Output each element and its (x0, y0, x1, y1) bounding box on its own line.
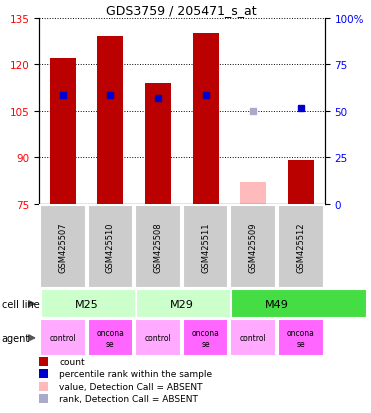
FancyBboxPatch shape (40, 205, 86, 288)
Text: oncona
se: oncona se (96, 328, 124, 348)
FancyBboxPatch shape (231, 290, 367, 318)
Text: M49: M49 (265, 299, 289, 309)
FancyBboxPatch shape (88, 320, 133, 356)
Text: GSM425511: GSM425511 (201, 222, 210, 272)
Text: GSM425512: GSM425512 (296, 222, 305, 272)
FancyBboxPatch shape (183, 320, 229, 356)
Bar (193, 34, 219, 204)
Bar (240, 183, 266, 204)
Bar (50, 59, 76, 204)
Text: value, Detection Call = ABSENT: value, Detection Call = ABSENT (59, 382, 203, 391)
Text: oncona
se: oncona se (287, 328, 315, 348)
FancyBboxPatch shape (230, 205, 276, 288)
FancyBboxPatch shape (40, 320, 86, 356)
Text: M29: M29 (170, 299, 194, 309)
Text: M25: M25 (75, 299, 98, 309)
Text: count: count (59, 357, 85, 366)
Text: control: control (49, 334, 76, 342)
Bar (97, 37, 124, 204)
Text: control: control (240, 334, 267, 342)
Text: percentile rank within the sample: percentile rank within the sample (59, 369, 213, 378)
FancyBboxPatch shape (183, 205, 229, 288)
Text: oncona
se: oncona se (192, 328, 220, 348)
Bar (145, 83, 171, 204)
Text: agent: agent (2, 333, 30, 343)
Text: GSM425510: GSM425510 (106, 222, 115, 272)
FancyBboxPatch shape (135, 320, 181, 356)
Bar (288, 161, 314, 204)
Text: rank, Detection Call = ABSENT: rank, Detection Call = ABSENT (59, 394, 198, 403)
FancyBboxPatch shape (278, 320, 324, 356)
Text: cell line: cell line (2, 299, 40, 309)
FancyBboxPatch shape (88, 205, 133, 288)
FancyBboxPatch shape (41, 290, 176, 318)
FancyBboxPatch shape (136, 290, 271, 318)
Text: GSM425508: GSM425508 (154, 221, 162, 272)
Text: GSM425507: GSM425507 (58, 221, 67, 272)
Title: GDS3759 / 205471_s_at: GDS3759 / 205471_s_at (106, 5, 257, 17)
Text: control: control (145, 334, 171, 342)
FancyBboxPatch shape (230, 320, 276, 356)
FancyBboxPatch shape (135, 205, 181, 288)
FancyBboxPatch shape (278, 205, 324, 288)
Text: GSM425509: GSM425509 (249, 222, 258, 272)
